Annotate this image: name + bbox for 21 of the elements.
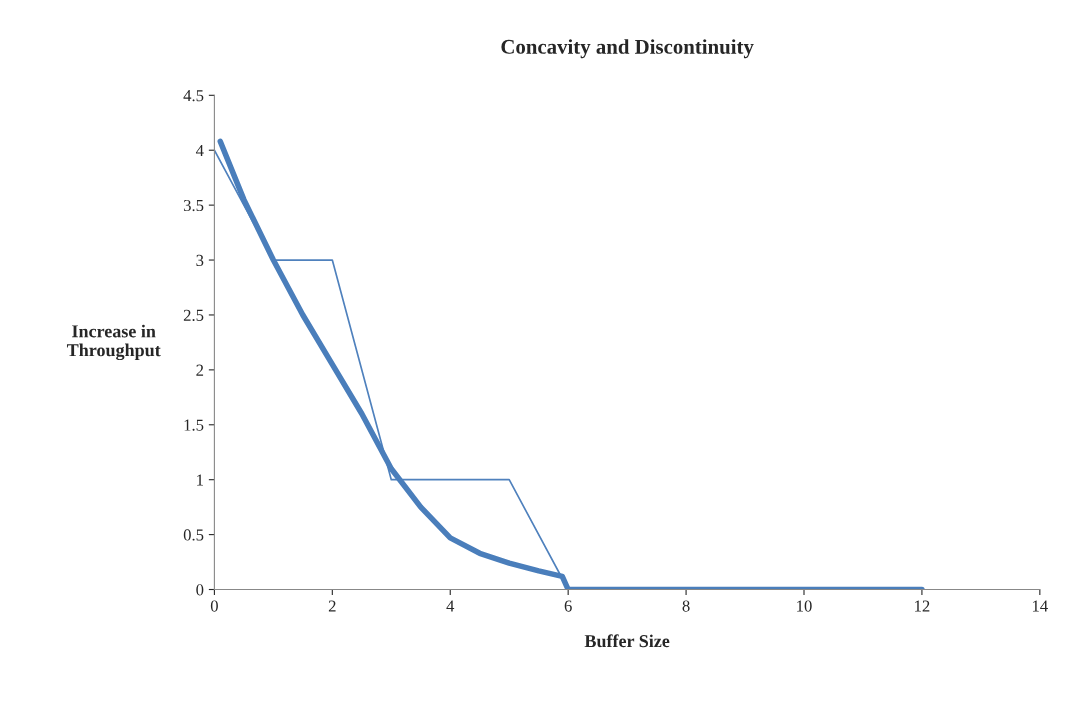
x-tick-label: 8 — [682, 600, 690, 612]
y-tick-label: 2 — [196, 364, 204, 376]
y-axis-title: Increase in Throughput — [66, 324, 161, 361]
x-tick-label: 6 — [564, 600, 572, 612]
y-tick-label: 3.5 — [183, 199, 204, 212]
y-tick-label: 0 — [196, 584, 204, 596]
y-tick-label: 1 — [197, 474, 203, 486]
y-tick-label: 2.5 — [183, 309, 204, 321]
y-tick-label: 0.5 — [183, 529, 204, 541]
x-tick-label: 4 — [446, 600, 455, 612]
x-tick-label: 12 — [915, 600, 930, 612]
y-tick-label: 3 — [196, 254, 204, 266]
x-tick-label: 10 — [797, 600, 812, 612]
y-tick-label: 4 — [195, 145, 204, 156]
chart-title: Concavity and Discontinuity — [501, 39, 754, 59]
y-tick-label: 1.5 — [184, 419, 204, 431]
y-tick-label: 4.5 — [183, 90, 204, 102]
x-tick-label: 0 — [210, 600, 218, 612]
x-axis-title: Buffer Size — [584, 634, 670, 648]
x-tick-label: 2 — [328, 600, 336, 612]
x-tick-label: 14 — [1032, 600, 1048, 612]
